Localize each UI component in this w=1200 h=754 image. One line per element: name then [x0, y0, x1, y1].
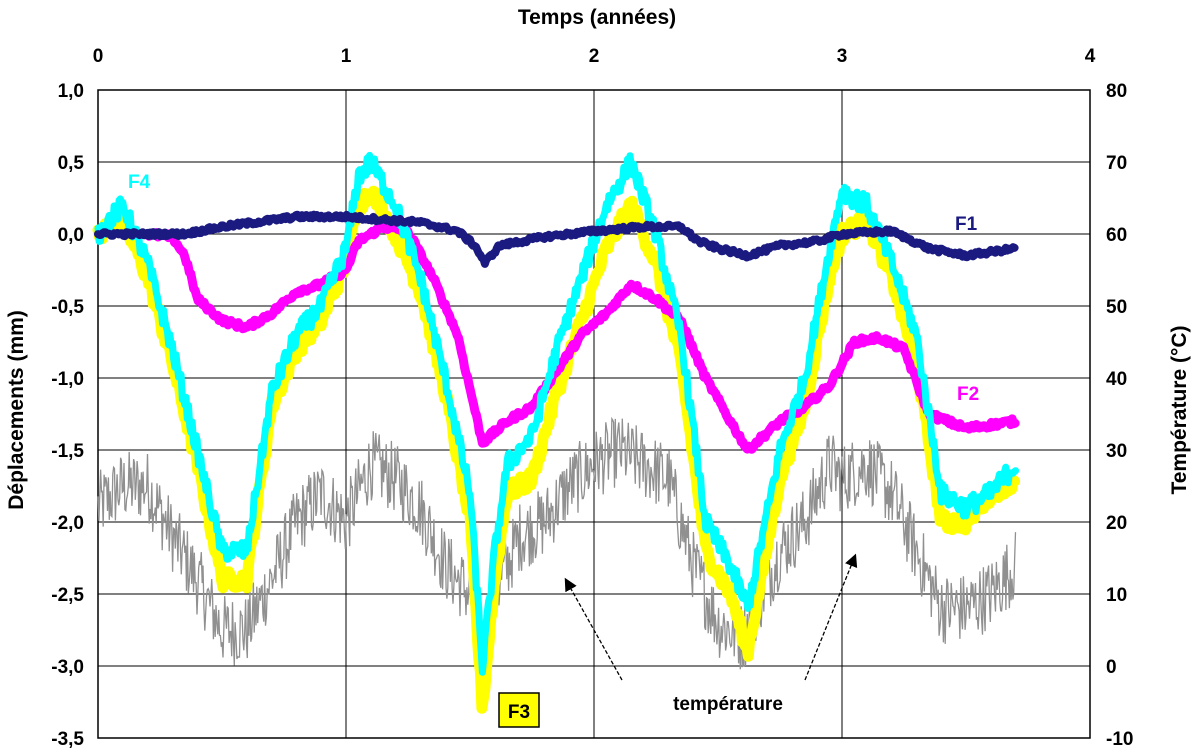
label-F4: F4 — [128, 172, 151, 193]
label-F1: F1 — [955, 214, 978, 235]
y-right-tick-label: 20 — [1106, 513, 1127, 534]
y-left-tick-label: 0,0 — [58, 225, 84, 246]
left-axis-title: Déplacements (mm) — [5, 310, 28, 510]
y-right-tick-label: 10 — [1106, 585, 1127, 606]
y-left-tick-label: -2,0 — [51, 513, 84, 534]
top-axis-title: Temps (années) — [518, 6, 676, 29]
series-temperature-line — [97, 416, 1017, 670]
label-F3-box — [498, 692, 540, 728]
y-left-tick-label: -2,5 — [51, 585, 84, 606]
temperature-arrow-left — [564, 577, 623, 681]
x-tick-label: 1 — [341, 46, 352, 67]
y-left-tick-label: -3,0 — [51, 657, 84, 678]
series-F4-line — [94, 151, 1020, 676]
label-F2: F2 — [957, 384, 979, 405]
series-F1-line — [94, 210, 1019, 268]
y-left-tick-label: 1,0 — [58, 81, 84, 102]
series-layer — [92, 151, 1021, 714]
label-F3: F3 — [508, 702, 530, 723]
y-left-tick-label: -3,5 — [51, 729, 84, 750]
y-right-tick-label: 30 — [1106, 441, 1127, 462]
y-right-tick-label: 0 — [1106, 657, 1117, 678]
y-right-tick-label: 40 — [1106, 369, 1127, 390]
x-tick-label: 3 — [837, 46, 848, 67]
y-right-tick-label: 60 — [1106, 225, 1127, 246]
y-left-tick-label: -1,5 — [51, 441, 84, 462]
y-left-tick-label: 0,5 — [58, 153, 85, 174]
tick-labels: 0 1 2 3 4 1,0 0,5 0,0 -0,5 -1,0 -1,5 -2,0 -2,5 -3,0 -3… — [51, 46, 1133, 750]
series-F2-line — [143, 221, 1020, 454]
annotations-layer: F1 F2 F4 F3 température — [128, 172, 979, 728]
right-axis-title: Température (°C) — [1168, 325, 1191, 494]
y-right-tick-label: -10 — [1106, 729, 1133, 750]
y-right-tick-label: 80 — [1106, 81, 1127, 102]
y-right-tick-label: 70 — [1106, 153, 1127, 174]
y-right-tick-label: 50 — [1106, 297, 1127, 318]
plot-area-frame — [97, 89, 1091, 739]
label-temperature: température — [673, 694, 783, 715]
x-tick-label: 4 — [1085, 46, 1096, 67]
x-tick-label: 2 — [589, 46, 600, 67]
y-left-tick-label: -0,5 — [51, 297, 84, 318]
x-tick-label: 0 — [93, 46, 104, 67]
y-left-tick-label: -1,0 — [51, 369, 84, 390]
temperature-arrow-right — [804, 553, 858, 681]
